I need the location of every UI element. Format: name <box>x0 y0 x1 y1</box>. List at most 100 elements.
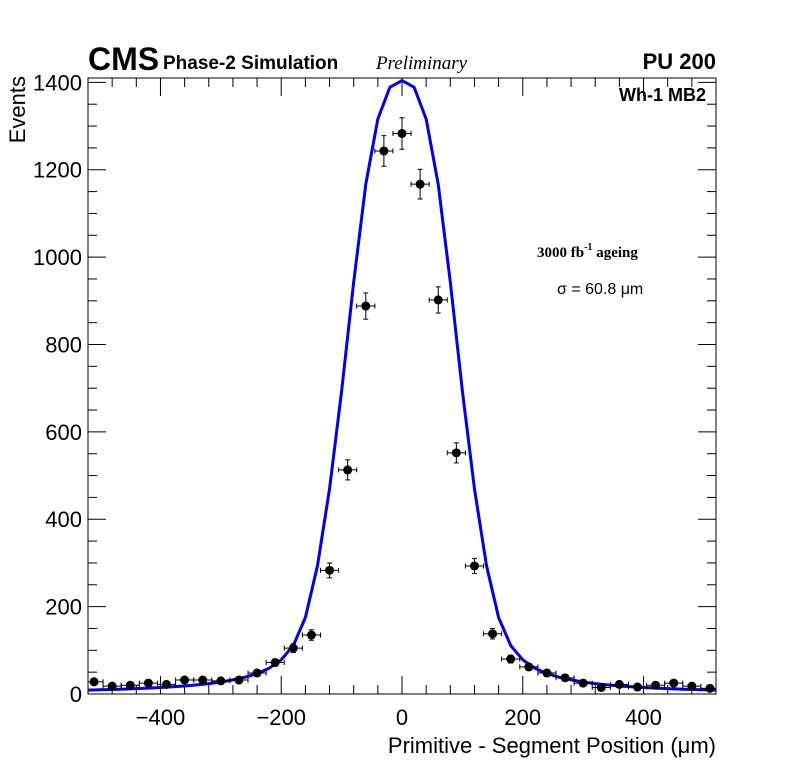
marker <box>343 465 353 475</box>
x-tick-label: 200 <box>504 705 541 730</box>
x-tick-label: −200 <box>256 705 306 730</box>
marker <box>596 682 606 692</box>
marker <box>216 676 226 686</box>
ageing-exponent: -1 <box>584 242 592 253</box>
y-tick-label: 1000 <box>33 245 82 270</box>
data-point <box>609 679 629 689</box>
data-point <box>156 679 177 689</box>
data-point <box>627 682 648 692</box>
y-axis-title: Events <box>5 76 30 143</box>
marker <box>361 301 371 311</box>
fit-curve <box>87 79 717 692</box>
subtitle-label: Phase-2 Simulation <box>163 53 338 74</box>
data-point <box>319 562 340 579</box>
data-point <box>537 668 557 678</box>
marker <box>705 683 715 693</box>
x-tick-labels: −400 −200 0 200 400 <box>136 705 662 730</box>
marker <box>198 675 208 685</box>
marker <box>89 677 99 687</box>
y-tick-label: 0 <box>70 682 82 707</box>
marker <box>415 179 425 189</box>
data-point <box>555 673 575 683</box>
data-point <box>229 675 249 685</box>
data-point <box>446 442 466 464</box>
marker <box>433 295 443 305</box>
marker <box>469 561 479 571</box>
marker <box>651 680 661 690</box>
data-point <box>464 558 485 574</box>
y-tick-label: 800 <box>45 332 82 357</box>
sigma-label: σ = 60.8 μm <box>557 281 643 298</box>
y-tick-label: 1400 <box>33 70 82 95</box>
data-point <box>392 117 412 150</box>
ageing-suffix: ageing <box>592 245 638 261</box>
marker <box>578 678 588 688</box>
data-point <box>646 680 666 690</box>
y-tick-label: 400 <box>45 507 82 532</box>
marker <box>397 128 407 138</box>
axis-ticks <box>88 78 716 695</box>
data-point <box>283 643 303 653</box>
data-point <box>483 627 503 640</box>
marker <box>560 673 570 683</box>
x-axis-title: Primitive - Segment Position (μm) <box>388 733 716 758</box>
marker <box>125 680 135 690</box>
data-point <box>428 286 448 314</box>
ageing-number: 3000 fb <box>537 245 584 261</box>
status-label: Preliminary <box>375 53 468 74</box>
data-point <box>700 683 717 693</box>
marker <box>379 146 389 156</box>
data-point <box>501 654 521 664</box>
marker <box>180 675 190 685</box>
data-point <box>410 168 430 200</box>
marker <box>488 629 498 639</box>
y-tick-label: 200 <box>45 595 82 620</box>
marker <box>687 681 697 691</box>
marker <box>451 448 461 458</box>
cms-label: CMS <box>88 41 159 77</box>
data-point <box>138 678 158 688</box>
data-point <box>211 676 231 686</box>
marker <box>633 682 642 692</box>
marker <box>614 679 624 689</box>
data-point <box>664 678 684 688</box>
data-point <box>87 677 104 687</box>
data-point <box>102 681 122 691</box>
marker <box>143 678 153 688</box>
data-points <box>87 117 717 693</box>
plot-frame <box>87 77 717 695</box>
marker <box>288 643 298 653</box>
data-point <box>175 675 195 685</box>
y-tick-label: 600 <box>45 420 82 445</box>
data-point <box>247 668 267 678</box>
data-point <box>591 682 611 692</box>
data-point <box>120 680 140 690</box>
data-point <box>374 135 394 167</box>
data-point <box>573 678 593 688</box>
station-label: Wh-1 MB2 <box>619 85 706 105</box>
marker <box>506 654 516 664</box>
data-point <box>519 662 539 672</box>
marker <box>162 679 171 689</box>
marker <box>669 678 679 688</box>
data-point <box>356 292 376 320</box>
data-point <box>301 629 321 641</box>
ageing-label: 3000 fb-1 ageing <box>537 242 638 261</box>
marker <box>325 565 335 575</box>
x-tick-label: −400 <box>136 705 186 730</box>
x-tick-label: 400 <box>625 705 662 730</box>
data-point <box>682 681 702 691</box>
marker <box>252 668 262 678</box>
x-tick-label: 0 <box>396 705 408 730</box>
pileup-label: PU 200 <box>643 49 716 74</box>
data-point <box>265 658 285 668</box>
y-tick-label: 1200 <box>33 158 82 183</box>
marker <box>306 630 316 640</box>
data-point <box>338 459 358 481</box>
marker <box>524 662 534 672</box>
marker <box>107 681 117 691</box>
marker <box>542 668 552 678</box>
marker <box>234 675 244 685</box>
marker <box>270 658 280 668</box>
